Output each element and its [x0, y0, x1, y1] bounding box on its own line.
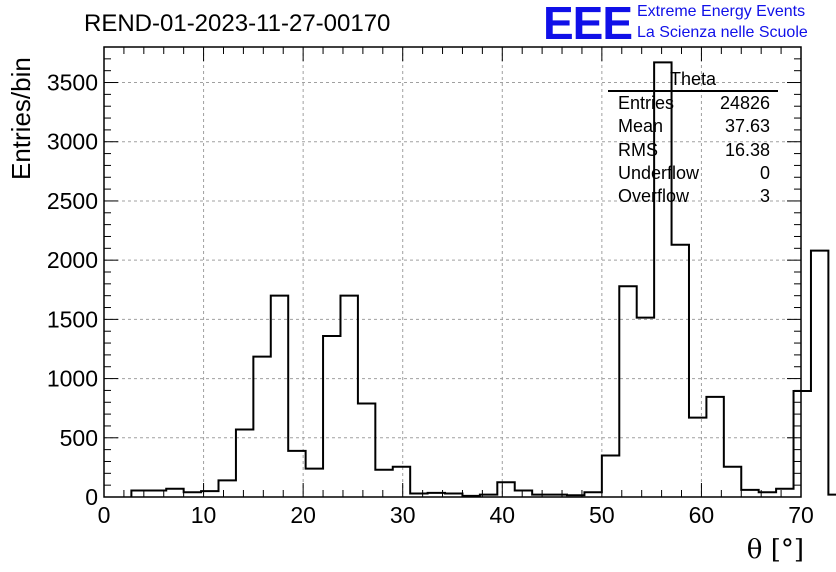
stats-row-overflow: Overflow 3 [608, 185, 778, 208]
x-tick-label: 40 [489, 502, 515, 528]
stats-value: 16.38 [724, 139, 770, 160]
x-tick-label: 0 [98, 502, 111, 528]
stats-title: Theta [608, 70, 778, 92]
stats-box: Theta Entries 24826 Mean 37.63 RMS 16.38… [608, 70, 778, 208]
stats-row-rms: RMS 16.38 [608, 139, 778, 162]
stats-label: Mean [618, 116, 664, 137]
logo-line-2: La Scienza nelle Scuole [637, 24, 808, 41]
y-tick-label: 2000 [47, 247, 98, 273]
x-tick-label: 50 [589, 502, 615, 528]
axis-ticks [103, 46, 802, 498]
stats-value: 37.63 [724, 116, 770, 137]
y-tick-label: 500 [60, 425, 98, 451]
chart-title: REND-01-2023-11-27-00170 [84, 10, 391, 37]
x-tick-label: 70 [788, 502, 814, 528]
stats-label: Overflow [618, 186, 690, 207]
stats-label: Underflow [618, 162, 700, 183]
x-axis-label: θ [°] [746, 535, 804, 565]
stats-row-mean: Mean 37.63 [608, 115, 778, 138]
eee-logo: EEE [543, 0, 633, 49]
y-tick-label: 3000 [47, 129, 98, 155]
stats-value: 0 [759, 162, 770, 183]
y-tick-label: 1500 [47, 306, 98, 332]
x-tick-label: 30 [390, 502, 416, 528]
y-axis-label: Entries/bin [6, 57, 36, 180]
y-tick-label: 1000 [47, 366, 98, 392]
x-tick-label: 20 [290, 502, 316, 528]
grid-lines [104, 47, 801, 497]
stats-label: Entries [618, 93, 675, 113]
logo-line-1: Extreme Energy Events [637, 3, 806, 20]
y-tick-label: 2500 [47, 188, 98, 214]
stats-row-underflow: Underflow 0 [608, 162, 778, 185]
y-tick-label: 0 [85, 484, 98, 510]
x-tick-label: 60 [689, 502, 715, 528]
x-tick-label: 10 [191, 502, 217, 528]
stats-row-entries: Entries 24826 [608, 92, 778, 115]
histogram-line [130, 61, 836, 497]
stats-value: 24826 [719, 93, 770, 113]
stats-label: RMS [618, 139, 658, 160]
y-tick-label: 3500 [47, 70, 98, 96]
stats-value: 3 [759, 186, 770, 207]
tick-labels: 0 10 20 30 40 50 60 700500100015002000250030003… [47, 70, 814, 528]
